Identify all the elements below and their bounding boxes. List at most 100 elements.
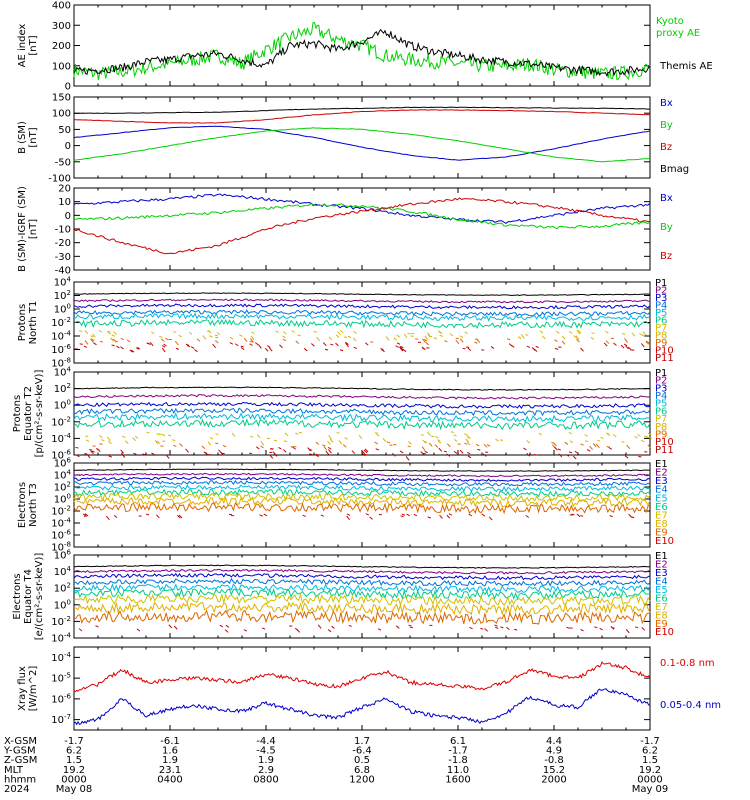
pnorth-channel-label: P9 [655, 338, 667, 349]
pnorth-channel-p1 [73, 292, 651, 297]
enorth-channel-e5 [73, 484, 651, 493]
pnorth-channel-p8-mark [424, 335, 429, 341]
pnorth-channel-label: P6 [655, 316, 667, 327]
eeq-channel-e10-mark [327, 629, 332, 633]
pnorth-channel-p11-mark [303, 347, 308, 352]
peq-channel-p8-mark [171, 439, 176, 442]
y-tick-label: 10-2 [51, 505, 71, 518]
enorth-channel-e10-mark [580, 515, 584, 517]
peq-channel-p8-mark [467, 437, 471, 439]
pnorth-channel-p9-mark [459, 338, 464, 343]
xray-series-0-1-0-8-nm [73, 661, 651, 693]
eeq-channel-e10-mark [566, 626, 570, 629]
eeq-channel-label: E6 [655, 593, 668, 604]
peq-channel-p7-mark [612, 433, 617, 438]
peq-channel-p7-mark [122, 435, 126, 438]
enorth-channel-e10-mark [263, 513, 268, 517]
peq-channel-p8-mark [597, 439, 601, 442]
enorth-channel-e10-mark [400, 515, 404, 518]
pnorth-channel-label: P5 [655, 308, 667, 319]
pnorth-channel-p8-mark [316, 336, 321, 342]
footer-value: 6.2 [66, 746, 82, 757]
pnorth-channel-p9-mark [423, 338, 428, 342]
pnorth-channel-p9-mark [415, 338, 419, 340]
peq-channel-p10-mark [420, 451, 425, 455]
pnorth-channel-p5 [73, 312, 651, 322]
pnorth-channel-p10-mark [330, 343, 334, 346]
pnorth-channel-p8-mark [517, 336, 522, 340]
pnorth-channel-p10-mark [186, 345, 191, 348]
eeq-channel-e10-mark [480, 627, 484, 630]
peq-channel-p11-mark [142, 453, 146, 456]
pnorth-channel-p7-mark [438, 331, 443, 335]
pnorth-channel-p10-mark [279, 344, 283, 349]
peq-channel-p8-mark [132, 437, 136, 442]
pnorth-channel-p8-mark [433, 337, 438, 340]
pnorth-channel-p9-mark [554, 339, 558, 343]
peq-channel-p10-mark [328, 449, 332, 454]
peq-channel-p11-mark [482, 453, 487, 457]
xray-frame [73, 646, 651, 731]
eeq-channel-e1 [73, 564, 651, 569]
pnorth-channel-p8-mark [542, 335, 546, 340]
peq-channel-p6 [73, 418, 651, 431]
bdiff-series-bx [73, 193, 651, 225]
peq-channel-p11-mark [446, 453, 451, 457]
peq-channel-label: P8 [655, 422, 667, 433]
pnorth-channel-p8-mark [393, 337, 398, 341]
eeq-channel-e10-mark [514, 628, 518, 631]
y-axis-label: Protons [17, 304, 28, 341]
pnorth-channel-p7-mark [84, 330, 89, 334]
peq-channel-p9-mark [322, 444, 326, 447]
peq-channel-p10-mark [438, 447, 443, 452]
pnorth-channel-p7-mark [188, 332, 193, 335]
pnorth-channel-p10-mark [111, 344, 115, 347]
peq-channel-p7-mark [298, 431, 303, 434]
y-tick-label: -40 [55, 266, 71, 277]
pnorth-channel-p8-mark [178, 334, 182, 338]
peq-channel-p4 [73, 407, 651, 417]
pnorth-channel-p10-mark [396, 342, 401, 345]
peq-channel-p11-mark [204, 451, 209, 456]
y-tick-label: 106 [54, 457, 72, 470]
peq-channel-p10-mark [361, 450, 366, 455]
pnorth-channel-p9-mark [160, 338, 165, 342]
peq-channel-p7-mark [453, 434, 457, 437]
pnorth-channel-p9-mark [624, 338, 628, 343]
pnorth-channel-p10-mark [335, 342, 339, 347]
bdiff-series-bz [73, 197, 651, 255]
enorth-channel-e4 [73, 480, 651, 487]
peq-channel-p8-mark [107, 440, 112, 445]
peq-channel-p10-mark [90, 450, 94, 455]
enorth-channel-e10-mark [178, 514, 183, 519]
peq-channel-p11-mark [392, 453, 396, 457]
peq-channel-p7-mark [450, 431, 455, 434]
peq-channel-p10-mark [308, 448, 313, 451]
peq-channel-p8-mark [437, 440, 442, 444]
pnorth-channel-p10-mark [640, 343, 645, 348]
y-tick-label: 10-4 [51, 632, 71, 645]
pnorth-channel-p7-mark [291, 330, 295, 333]
pnorth-channel-p7-mark [577, 330, 582, 334]
y-tick-label: 100 [54, 399, 71, 412]
bsm-legend-item: Bmag [660, 164, 689, 175]
peq-channel-p9-mark [386, 441, 391, 444]
peq-channel-p10-mark [364, 448, 369, 453]
pnorth-channel-p7-mark [403, 333, 408, 339]
eeq-channel-e5 [73, 583, 651, 594]
bsm-series-bx [73, 125, 651, 161]
pnorth-channel-p7-mark [98, 330, 103, 333]
y-tick-label: 10-2 [51, 415, 71, 428]
pnorth-channel-p9-mark [112, 338, 117, 342]
peq-channel-p9-mark [486, 444, 491, 447]
y-tick-label: 10-7 [51, 713, 71, 726]
pnorth-channel-p8-mark [229, 336, 234, 340]
footer-value: 11.0 [447, 765, 469, 776]
footer-value: 6.8 [354, 765, 370, 776]
enorth-channel-label: E9 [655, 528, 668, 539]
enorth-channel-e10-mark [155, 514, 160, 519]
footer-row-label: Z-GSM [4, 755, 37, 766]
enorth-channel-e10-mark [369, 516, 373, 520]
pnorth-channel-p11-mark [324, 348, 329, 351]
peq-channel-p10-mark [459, 449, 464, 454]
